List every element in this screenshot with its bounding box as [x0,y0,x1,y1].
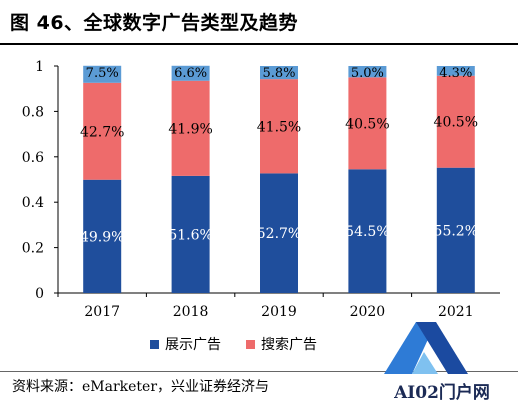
title-divider [0,43,518,45]
data-label: 41.9% [168,121,212,137]
bar-segment [436,66,475,76]
logo-icon [384,322,468,374]
watermark-text: AI02门户网 [394,383,490,403]
x-tick-label: 2017 [84,304,120,320]
x-tick-label: 2020 [350,304,386,320]
x-tick-label: 2021 [438,304,474,320]
y-tick-label: 0.2 [22,241,44,257]
bar-segment [260,66,298,80]
data-label: 40.5% [345,116,389,132]
chart-title: 图 46、全球数字广告类型及趋势 [10,12,299,34]
legend-label: 展示广告 [165,337,221,353]
y-tick-label: 0.6 [22,150,44,166]
x-tick-label: 2019 [261,304,297,320]
bar-segment [348,169,387,293]
bar-segment [436,75,475,168]
data-label: 40.5% [434,115,478,131]
bar-segment [348,77,387,170]
data-label: 7.5% [86,66,119,81]
data-label: 54.5% [345,224,389,240]
bar-segment [83,179,122,293]
y-tick-label: 0.8 [22,104,44,120]
legend-label: 搜索广告 [261,336,317,353]
bar-segment [436,167,475,293]
bar-segment [171,175,210,293]
y-tick-label: 0.4 [22,195,44,211]
data-label: 52.7% [257,226,301,242]
data-label: 49.9% [80,229,124,245]
data-label: 41.5% [257,119,301,135]
legend-swatch [150,340,159,349]
legend-swatch [246,340,255,349]
y-tick-label: 0 [35,286,44,302]
data-label: 4.3% [439,66,472,81]
bar-segment [260,173,298,293]
data-label: 6.6% [174,66,207,81]
data-label: 55.2% [434,223,478,239]
stacked-bar-chart: 0 0.2 0.4 0.6 0.8 1 49.9% 42.7% 7.5% 2017 51.6% 41.… [22,59,500,353]
source-divider [0,371,518,372]
data-label: 5.8% [262,66,295,81]
bar-segment [171,65,210,81]
bar-segment [83,65,122,83]
x-tick-label: 2018 [173,304,209,320]
y-tick-label: 1 [35,59,44,75]
data-label: 51.6% [168,227,212,243]
bar-segment [348,66,387,78]
bar-segment [83,82,122,180]
data-label: 5.0% [351,66,384,81]
bar-segment [260,79,298,174]
data-label: 42.7% [80,124,124,140]
bar-segment [171,80,210,176]
watermark-logo: AI02门户网 [372,318,512,404]
source-note: 资料来源：eMarketer，兴业证券经济与 [12,379,270,395]
